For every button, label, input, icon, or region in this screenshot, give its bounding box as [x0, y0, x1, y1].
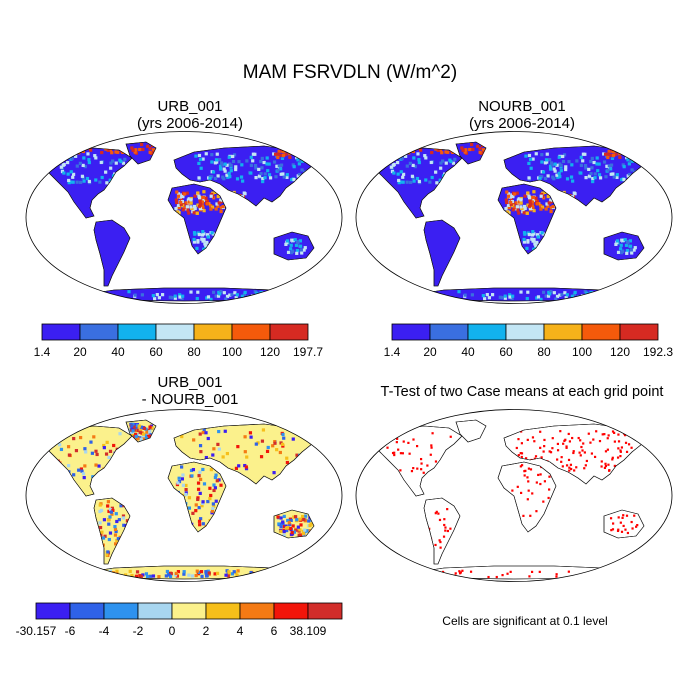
nourb-colorbar-swatch-3: [505, 323, 545, 341]
nourb-colorbar-label-7: 192.3: [643, 345, 673, 359]
ttest-map: [355, 409, 673, 582]
diff-colorbar-swatch-1: [69, 602, 105, 620]
urb-colorbar-label-5: 100: [222, 345, 242, 359]
urb-colorbar-swatch-0: [41, 323, 81, 341]
urb-colorbar: 1.4 20 40 60 80 100 120 197.7: [34, 323, 323, 359]
nourb-colorbar-label-3: 60: [499, 345, 513, 359]
nourb-map: [355, 131, 673, 304]
diff-colorbar-swatch-4: [171, 602, 207, 620]
nourb-colorbar-label-6: 120: [610, 345, 630, 359]
nourb-colorbar: 1.4 20 40 60 80 100 120 192.3: [384, 323, 673, 359]
diff-title-line2: - NOURB_001: [141, 391, 239, 408]
northAmerica-land: [43, 425, 133, 497]
nourb-colorbar-swatch-5: [581, 323, 621, 341]
nourb-colorbar-label-0: 1.4: [384, 345, 401, 359]
urb-colorbar-swatch-4: [193, 323, 233, 341]
urb-colorbar-swatch-3: [155, 323, 195, 341]
nourb-colorbar-swatch-1: [429, 323, 469, 341]
diff-colorbar-label-7: 6: [271, 624, 278, 638]
urb-map: [25, 131, 343, 304]
diff-colorbar-swatch-5: [205, 602, 241, 620]
diff-colorbar-label-3: -2: [133, 624, 144, 638]
urb-colorbar-label-2: 40: [111, 345, 125, 359]
diff-colorbar-label-8: 38.109: [290, 624, 327, 638]
urb-colorbar-label-3: 60: [149, 345, 163, 359]
diff-panel-title: URB_001 - NOURB_001: [40, 374, 340, 408]
urb-colorbar-swatch-5: [231, 323, 271, 341]
urb-colorbar-swatch-1: [79, 323, 119, 341]
nourb-colorbar-swatch-4: [543, 323, 583, 341]
urb-colorbar-label-1: 20: [73, 345, 87, 359]
map-border: [355, 131, 673, 304]
ttest-panel-title: T-Test of two Case means at each grid po…: [380, 384, 664, 400]
africa-land: [497, 461, 557, 533]
map-border: [355, 409, 673, 582]
diff-colorbar-swatch-6: [239, 602, 275, 620]
diff-colorbar-label-2: -4: [99, 624, 110, 638]
nourb-colorbar-swatch-2: [467, 323, 507, 341]
ttest-note: Cells are significant at 0.1 level: [442, 614, 608, 628]
diff-colorbar-label-0: -30.157: [16, 624, 57, 638]
diff-colorbar-swatch-8: [307, 602, 343, 620]
diff-colorbar-label-5: 2: [203, 624, 210, 638]
diff-map: [25, 409, 343, 582]
nourb-colorbar-swatch-0: [391, 323, 431, 341]
diff-colorbar-swatch-3: [137, 602, 173, 620]
diff-colorbar-label-6: 4: [237, 624, 244, 638]
urb-title-line1: URB_001: [157, 98, 223, 115]
nourb-panel-title: NOURB_001 (yrs 2006-2014): [372, 98, 672, 132]
diff-colorbar-swatch-2: [103, 602, 139, 620]
map-border: [25, 409, 343, 582]
figure-title: MAM FSRVDLN (W/m^2): [242, 62, 458, 83]
urb-panel-title: URB_001 (yrs 2006-2014): [40, 98, 340, 132]
nourb-colorbar-label-5: 100: [572, 345, 592, 359]
diff-colorbar-swatch-0: [35, 602, 71, 620]
diff-title-line1: URB_001: [157, 374, 223, 391]
map-border: [25, 131, 343, 304]
urb-colorbar-label-4: 80: [187, 345, 201, 359]
diff-colorbar-label-4: 0: [169, 624, 176, 638]
nourb-colorbar-label-4: 80: [537, 345, 551, 359]
urb-colorbar-swatch-2: [117, 323, 157, 341]
urb-colorbar-swatch-6: [269, 323, 309, 341]
northAmerica-land: [373, 425, 463, 497]
diff-colorbar-label-1: -6: [65, 624, 76, 638]
nourb-colorbar-label-2: 40: [461, 345, 475, 359]
urb-title-line2: (yrs 2006-2014): [137, 115, 243, 132]
diff-colorbar-swatch-7: [273, 602, 309, 620]
urb-colorbar-label-6: 120: [260, 345, 280, 359]
urb-colorbar-label-7: 197.7: [293, 345, 323, 359]
urb-colorbar-label-0: 1.4: [34, 345, 51, 359]
nourb-colorbar-swatch-6: [619, 323, 659, 341]
nourb-title-line2: (yrs 2006-2014): [469, 115, 575, 132]
nourb-title-line1: NOURB_001: [478, 98, 566, 115]
diff-colorbar: -30.157 -6 -4 -2 0 2 4 6 38.109: [16, 602, 343, 638]
nourb-colorbar-label-1: 20: [423, 345, 437, 359]
